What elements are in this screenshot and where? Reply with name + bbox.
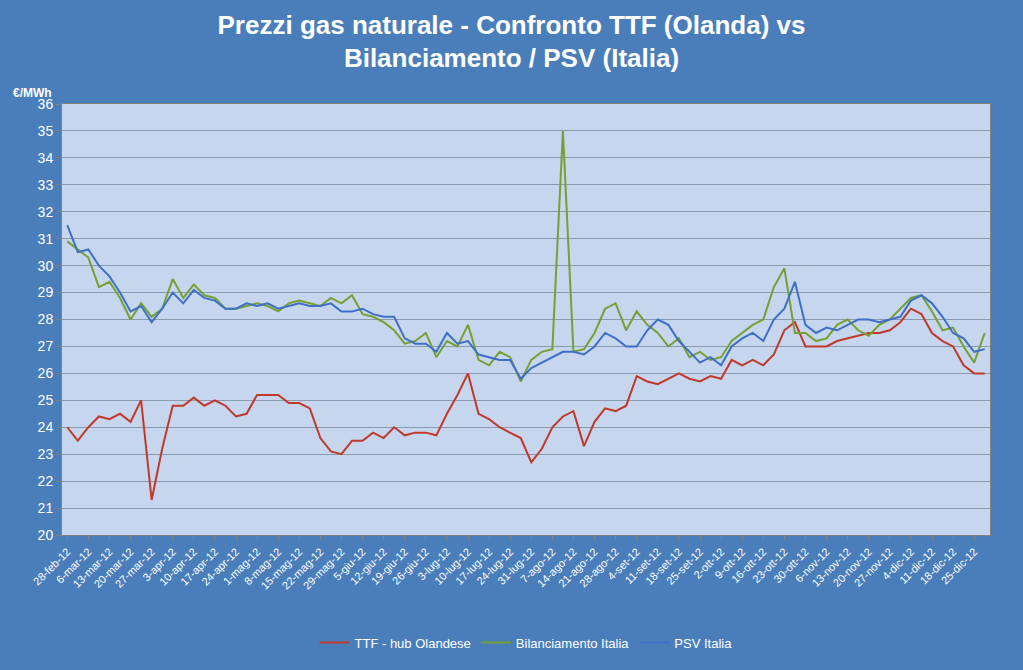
svg-text:22: 22 (38, 473, 54, 489)
svg-text:22-mag-12: 22-mag-12 (280, 546, 326, 592)
svg-text:29: 29 (38, 284, 54, 300)
svg-text:7-ago-12: 7-ago-12 (518, 546, 558, 586)
svg-text:3-apr-12: 3-apr-12 (140, 546, 178, 584)
svg-text:21: 21 (38, 500, 54, 516)
svg-text:20-mar-12: 20-mar-12 (91, 546, 135, 590)
svg-text:23-ott-12: 23-ott-12 (750, 546, 790, 586)
svg-text:20-nov-12: 20-nov-12 (831, 546, 875, 590)
svg-text:28-ago-12: 28-ago-12 (577, 546, 621, 590)
svg-text:19-giu-12: 19-giu-12 (369, 546, 410, 587)
svg-text:24-apr-12: 24-apr-12 (199, 546, 241, 588)
svg-text:Bilanciamento Italia: Bilanciamento Italia (516, 636, 629, 651)
svg-text:27-mar-12: 27-mar-12 (113, 546, 157, 590)
svg-text:13-mar-12: 13-mar-12 (70, 546, 114, 590)
svg-text:6-mar-12: 6-mar-12 (54, 546, 94, 586)
svg-text:5-giu-12: 5-giu-12 (331, 546, 368, 583)
svg-text:23: 23 (38, 446, 54, 462)
svg-text:34: 34 (38, 150, 54, 166)
svg-text:4-set-12: 4-set-12 (605, 546, 642, 583)
svg-text:17-lug-12: 17-lug-12 (453, 546, 494, 587)
svg-text:15-mag-12: 15-mag-12 (258, 546, 304, 592)
svg-text:20: 20 (38, 527, 54, 543)
svg-text:3-lug-12: 3-lug-12 (415, 546, 452, 583)
svg-text:27: 27 (38, 338, 54, 354)
svg-text:36: 36 (38, 96, 54, 112)
svg-text:14-ago-12: 14-ago-12 (535, 546, 579, 590)
svg-text:TTF - hub Olandese: TTF - hub Olandese (355, 636, 471, 651)
svg-text:28: 28 (38, 311, 54, 327)
svg-text:PSV Italia: PSV Italia (674, 636, 732, 651)
svg-text:€/MWh: €/MWh (13, 86, 52, 100)
svg-text:6-nov-12: 6-nov-12 (793, 546, 832, 585)
svg-text:1-mag-12: 1-mag-12 (221, 546, 263, 588)
svg-text:17-apr-12: 17-apr-12 (178, 546, 220, 588)
svg-text:10-apr-12: 10-apr-12 (157, 546, 199, 588)
svg-text:2-ott-12: 2-ott-12 (691, 546, 726, 581)
svg-text:16-ott-12: 16-ott-12 (729, 546, 769, 586)
svg-text:26: 26 (38, 365, 54, 381)
svg-text:Prezzi gas naturale - Confront: Prezzi gas naturale - Confronto TTF (Ola… (218, 10, 806, 74)
svg-text:30-ott-12: 30-ott-12 (771, 546, 811, 586)
svg-text:24-lug-12: 24-lug-12 (474, 546, 515, 587)
svg-text:25-set-12: 25-set-12 (664, 546, 705, 587)
svg-text:31: 31 (38, 231, 54, 247)
svg-text:35: 35 (38, 123, 54, 139)
svg-text:21-ago-12: 21-ago-12 (556, 546, 600, 590)
svg-text:11-dic-12: 11-dic-12 (897, 546, 937, 586)
svg-text:24: 24 (38, 419, 54, 435)
svg-text:31-lug-12: 31-lug-12 (495, 546, 536, 587)
svg-text:25: 25 (38, 392, 54, 408)
svg-text:18-set-12: 18-set-12 (643, 546, 684, 587)
svg-text:33: 33 (38, 177, 54, 193)
svg-text:32: 32 (38, 204, 54, 220)
svg-text:13-nov-12: 13-nov-12 (809, 546, 853, 590)
svg-text:25-dic-12: 25-dic-12 (939, 546, 980, 587)
svg-text:9-ott-12: 9-ott-12 (712, 546, 747, 581)
svg-text:8-mag-12: 8-mag-12 (242, 546, 284, 588)
svg-text:10-lug-12: 10-lug-12 (432, 546, 473, 587)
svg-text:11-set-12: 11-set-12 (622, 546, 663, 587)
svg-text:4-dic-12: 4-dic-12 (880, 546, 917, 583)
svg-text:29-mag-12: 29-mag-12 (301, 546, 347, 592)
svg-text:30: 30 (38, 258, 54, 274)
svg-text:18-dic-12: 18-dic-12 (917, 546, 958, 587)
svg-text:28-feb-12: 28-feb-12 (31, 546, 73, 588)
svg-text:26-giu-12: 26-giu-12 (390, 546, 431, 587)
svg-text:27-nov-12: 27-nov-12 (852, 546, 896, 590)
svg-text:12-giu-12: 12-giu-12 (348, 546, 389, 587)
